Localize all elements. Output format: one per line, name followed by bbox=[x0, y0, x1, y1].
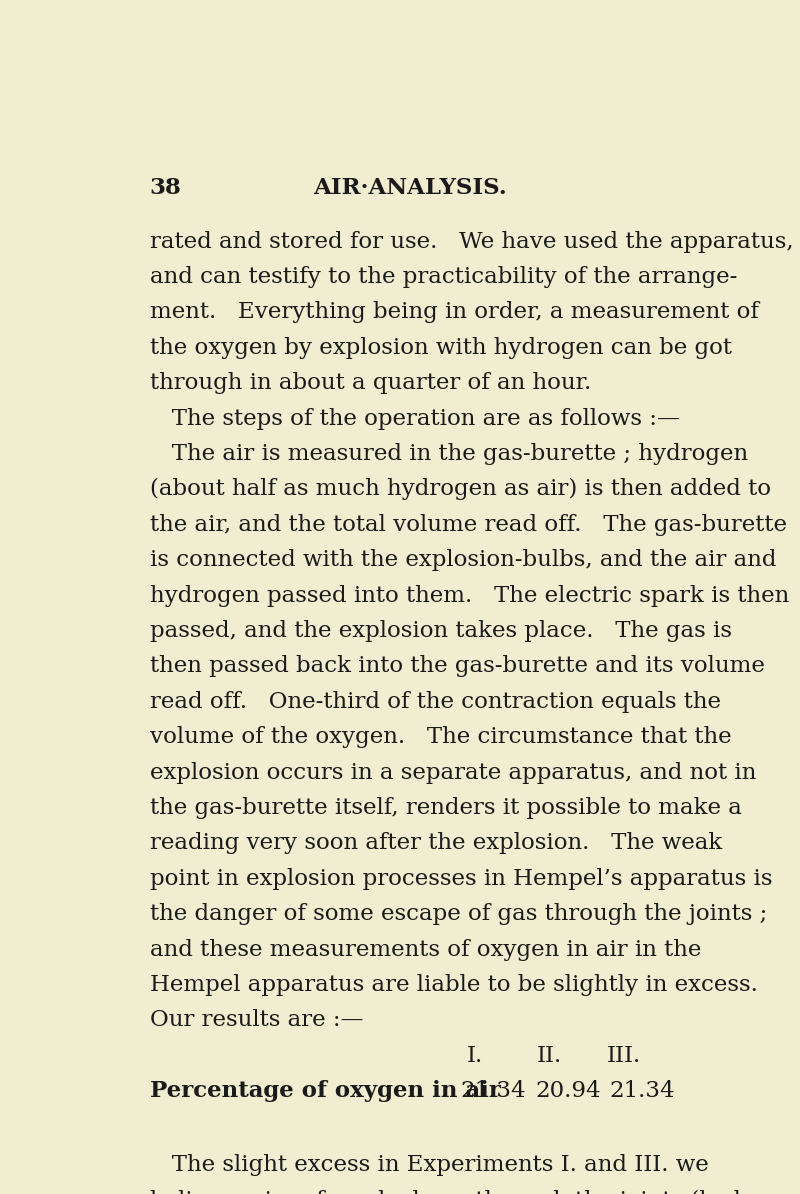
Text: the oxygen by explosion with hydrogen can be got: the oxygen by explosion with hydrogen ca… bbox=[150, 337, 732, 359]
Text: and these measurements of oxygen in air in the: and these measurements of oxygen in air … bbox=[150, 938, 701, 960]
Text: explosion occurs in a separate apparatus, and not in: explosion occurs in a separate apparatus… bbox=[150, 762, 756, 783]
Text: Our results are :—: Our results are :— bbox=[150, 1009, 363, 1032]
Text: is connected with the explosion-bulbs, and the air and: is connected with the explosion-bulbs, a… bbox=[150, 549, 776, 571]
Text: Percentage of oxygen in air: Percentage of oxygen in air bbox=[150, 1081, 501, 1102]
Text: Hempel apparatus are liable to be slightly in excess.: Hempel apparatus are liable to be slight… bbox=[150, 974, 758, 996]
Text: II.: II. bbox=[537, 1045, 562, 1066]
Text: (about half as much hydrogen as air) is then added to: (about half as much hydrogen as air) is … bbox=[150, 479, 770, 500]
Text: and can testify to the practicability of the arrange-: and can testify to the practicability of… bbox=[150, 266, 737, 288]
Text: ment.   Everything being in order, a measurement of: ment. Everything being in order, a measu… bbox=[150, 301, 758, 324]
Text: .: . bbox=[441, 1081, 448, 1102]
Text: The air is measured in the gas-burette ; hydrogen: The air is measured in the gas-burette ;… bbox=[150, 443, 748, 464]
Text: hydrogen passed into them.   The electric spark is then: hydrogen passed into them. The electric … bbox=[150, 585, 789, 607]
Text: 38: 38 bbox=[150, 177, 182, 199]
Text: point in explosion processes in Hempel’s apparatus is: point in explosion processes in Hempel’s… bbox=[150, 868, 772, 890]
Text: 21.34: 21.34 bbox=[610, 1081, 675, 1102]
Text: then passed back into the gas-burette and its volume: then passed back into the gas-burette an… bbox=[150, 656, 765, 677]
Text: 20.94: 20.94 bbox=[535, 1081, 601, 1102]
Text: believe arises from leakage through the joints (leakage: believe arises from leakage through the … bbox=[150, 1190, 789, 1194]
Text: reading very soon after the explosion.   The weak: reading very soon after the explosion. T… bbox=[150, 832, 722, 855]
Text: The steps of the operation are as follows :—: The steps of the operation are as follow… bbox=[150, 407, 679, 430]
Text: The slight excess in Experiments I. and III. we: The slight excess in Experiments I. and … bbox=[150, 1155, 708, 1176]
Text: rated and stored for use.   We have used the apparatus,: rated and stored for use. We have used t… bbox=[150, 230, 794, 253]
Text: the danger of some escape of gas through the joints ;: the danger of some escape of gas through… bbox=[150, 903, 767, 925]
Text: through in about a quarter of an hour.: through in about a quarter of an hour. bbox=[150, 373, 591, 394]
Text: volume of the oxygen.   The circumstance that the: volume of the oxygen. The circumstance t… bbox=[150, 726, 731, 749]
Text: the gas-burette itself, renders it possible to make a: the gas-burette itself, renders it possi… bbox=[150, 796, 742, 819]
Text: AIR·ANALYSIS.: AIR·ANALYSIS. bbox=[313, 177, 507, 199]
Text: read off.   One-third of the contraction equals the: read off. One-third of the contraction e… bbox=[150, 691, 721, 713]
Text: III.: III. bbox=[606, 1045, 641, 1066]
Text: 21.34: 21.34 bbox=[461, 1081, 526, 1102]
Text: I.: I. bbox=[467, 1045, 483, 1066]
Text: the air, and the total volume read off.   The gas-burette: the air, and the total volume read off. … bbox=[150, 513, 786, 536]
Text: passed, and the explosion takes place.   The gas is: passed, and the explosion takes place. T… bbox=[150, 620, 732, 642]
